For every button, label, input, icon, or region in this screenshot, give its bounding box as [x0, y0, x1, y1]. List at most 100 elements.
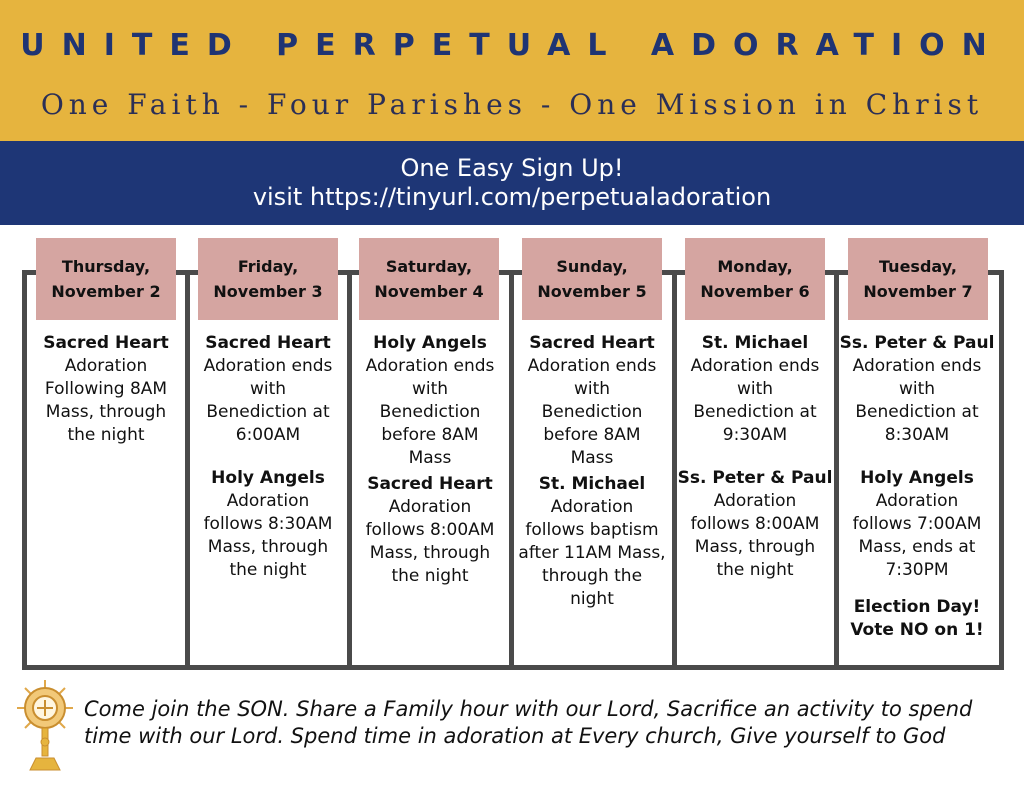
schedule-cell-saturday: Holy Angels Adoration ends with Benedict… [352, 332, 508, 588]
day-header-sunday: Sunday, November 5 [522, 238, 662, 320]
title-banner: UNITED PERPETUAL ADORATION One Faith - F… [0, 0, 1024, 141]
day-date: November 3 [213, 282, 323, 301]
schedule-line: with [573, 379, 611, 399]
parish-name: Ss. Peter & Paul [839, 333, 995, 353]
schedule-line: Adoration [713, 491, 797, 511]
parish-name: Ss. Peter & Paul [677, 468, 833, 488]
schedule-line: Adoration ends [852, 356, 982, 376]
day-name: Tuesday, [879, 257, 957, 276]
column-divider [22, 270, 27, 670]
day-date: November 7 [863, 282, 973, 301]
schedule-cell-thursday: Sacred Heart Adoration Following 8AM Mas… [28, 332, 184, 447]
schedule-line: Mass, through [45, 402, 167, 422]
schedule-line: Following 8AM [44, 379, 168, 399]
column-divider [999, 270, 1004, 670]
schedule-line: Mass [570, 448, 614, 468]
schedule-line: Benediction at [206, 402, 330, 422]
footer-line: Come join the SON. Share a Family hour w… [84, 697, 973, 721]
column-divider [347, 270, 352, 670]
parish-name: Sacred Heart [529, 333, 655, 353]
schedule-line: after 11AM Mass, [518, 543, 666, 563]
footer-line: time with our Lord. Spend time in adorat… [84, 724, 946, 748]
schedule-line: Adoration ends [203, 356, 333, 376]
spacer [839, 447, 995, 467]
day-date: November 2 [51, 282, 161, 301]
schedule-line: Mass, through [207, 537, 329, 557]
schedule-line: Adoration ends [690, 356, 820, 376]
schedule-line: Benediction [379, 402, 481, 422]
schedule-line: follows 8:30AM [203, 514, 333, 534]
election-note-line: Election Day! [853, 597, 981, 617]
footer-message: Come join the SON. Share a Family hour w… [84, 696, 1014, 750]
schedule-line: Adoration [388, 497, 472, 517]
schedule-line: Adoration [226, 491, 310, 511]
schedule-cell-friday: Sacred Heart Adoration ends with Benedic… [190, 332, 346, 582]
schedule-line: with [249, 379, 287, 399]
schedule-line: with [736, 379, 774, 399]
day-date: November 4 [374, 282, 484, 301]
signup-link[interactable]: visit https://tinyurl.com/perpetualadora… [252, 183, 772, 211]
schedule-line: follows 8:00AM [365, 520, 495, 540]
column-divider [509, 270, 514, 670]
day-name: Friday, [237, 257, 299, 276]
schedule-line: 9:30AM [722, 425, 788, 445]
signup-heading: One Easy Sign Up! [400, 154, 624, 182]
election-note-line: Vote NO on 1! [850, 620, 984, 640]
schedule-line: 8:30AM [884, 425, 950, 445]
spacer [190, 447, 346, 467]
schedule-line: Mass, ends at [858, 537, 976, 557]
monstrance-icon [17, 680, 73, 771]
spacer [677, 447, 833, 467]
day-header-monday: Monday, November 6 [685, 238, 825, 320]
schedule-line: Adoration ends [365, 356, 495, 376]
schedule-line: Mass, through [369, 543, 491, 563]
day-date: November 6 [700, 282, 810, 301]
parish-name: Holy Angels [860, 468, 974, 488]
schedule-line: before 8AM [381, 425, 479, 445]
page-title: UNITED PERPETUAL ADORATION [20, 28, 1004, 63]
schedule-cell-sunday: Sacred Heart Adoration ends with Benedic… [514, 332, 670, 611]
day-header-saturday: Saturday, November 4 [359, 238, 499, 320]
day-name: Saturday, [385, 257, 473, 276]
schedule-cell-tuesday: Ss. Peter & Paul Adoration ends with Ben… [839, 332, 995, 642]
schedule-line: the night [716, 560, 794, 580]
schedule-line: Adoration ends [527, 356, 657, 376]
schedule-line: before 8AM [543, 425, 641, 445]
day-header-thursday: Thursday, November 2 [36, 238, 176, 320]
column-divider [672, 270, 677, 670]
schedule-line: Benediction at [855, 402, 979, 422]
schedule-cell-monday: St. Michael Adoration ends with Benedict… [677, 332, 833, 582]
column-divider [185, 270, 190, 670]
day-date: November 5 [537, 282, 647, 301]
day-header-tuesday: Tuesday, November 7 [848, 238, 988, 320]
parish-name: Sacred Heart [43, 333, 169, 353]
day-header-friday: Friday, November 3 [198, 238, 338, 320]
schedule-line: through the [541, 566, 643, 586]
schedule-line: follows 8:00AM [690, 514, 820, 534]
day-name: Monday, [717, 257, 793, 276]
schedule-line: Adoration [550, 497, 634, 517]
schedule-line: Benediction at [693, 402, 817, 422]
parish-name: Holy Angels [211, 468, 325, 488]
schedule-line: Adoration [64, 356, 148, 376]
parish-name: St. Michael [701, 333, 809, 353]
column-divider [834, 270, 839, 670]
parish-name: Sacred Heart [367, 474, 493, 494]
parish-name: Sacred Heart [205, 333, 331, 353]
schedule-line: follows 7:00AM [852, 514, 982, 534]
parish-name: St. Michael [538, 474, 646, 494]
schedule-line: Mass [408, 448, 452, 468]
schedule-line: with [898, 379, 936, 399]
schedule-line: Adoration [875, 491, 959, 511]
schedule-line: the night [229, 560, 307, 580]
schedule-line: Mass, through [694, 537, 816, 557]
schedule-line: 6:00AM [235, 425, 301, 445]
schedule-line: with [411, 379, 449, 399]
schedule-line: 7:30PM [885, 560, 949, 580]
day-name: Thursday, [61, 257, 151, 276]
schedule-line: Benediction [541, 402, 643, 422]
signup-banner: One Easy Sign Up! visit https://tinyurl.… [0, 141, 1024, 225]
schedule-line: night [570, 589, 614, 609]
schedule-line: the night [391, 566, 469, 586]
day-name: Sunday, [556, 257, 628, 276]
